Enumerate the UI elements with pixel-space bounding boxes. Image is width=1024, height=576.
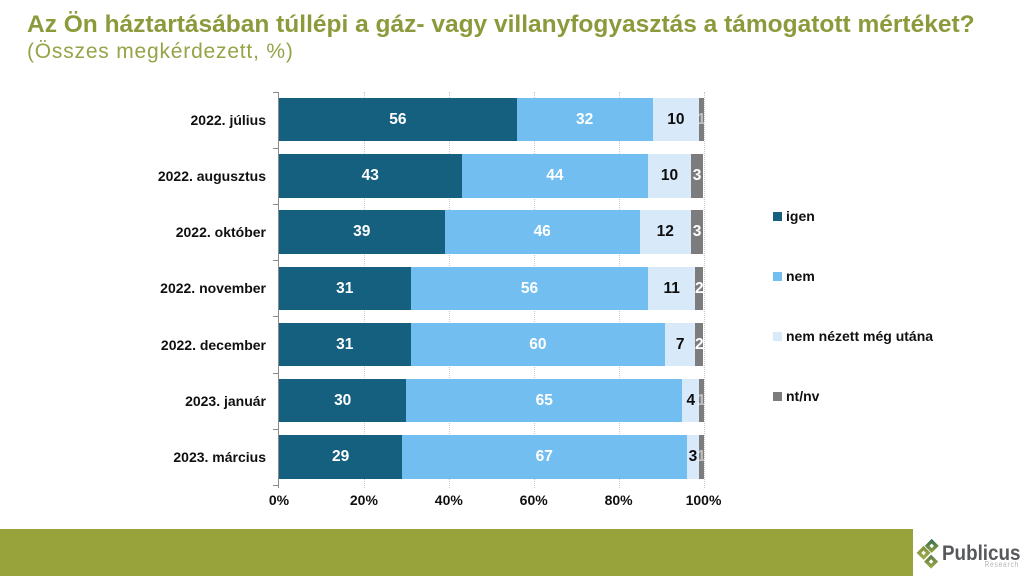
- svg-text:Publicus: Publicus: [942, 541, 1021, 565]
- svg-text:Research: Research: [985, 560, 1020, 569]
